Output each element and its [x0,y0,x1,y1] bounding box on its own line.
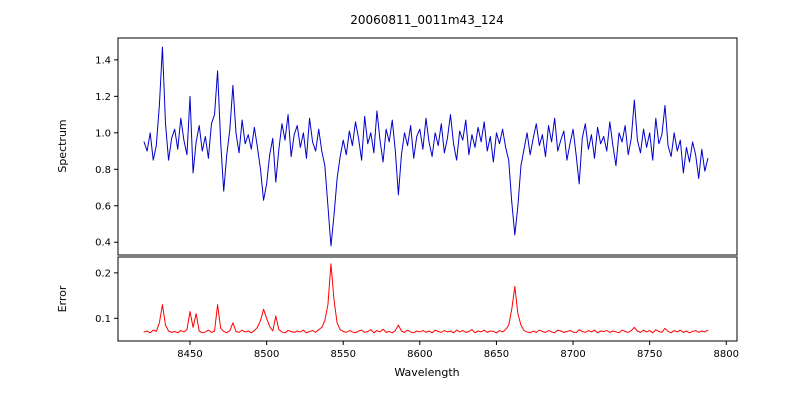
error-axis-label: Error [56,285,69,312]
chart-title: 20060811_0011m43_124 [350,13,503,27]
x-tick-label: 8550 [331,349,356,360]
x-tick-label: 8500 [254,349,279,360]
error-y-tick-label: 0.1 [95,314,111,325]
spectrum-y-tick-label: 1.0 [95,128,111,139]
spectrum-panel-frame [117,37,738,256]
x-tick-label: 8750 [637,349,662,360]
x-axis-label: Wavelength [394,366,459,379]
error-y-tick-label: 0.2 [95,268,111,279]
x-tick-label: 8700 [560,349,585,360]
x-tick-label: 8800 [714,349,739,360]
spectrum-y-tick-label: 0.6 [95,201,111,212]
x-tick-label: 8600 [407,349,432,360]
spectrum-y-tick-label: 0.8 [95,165,111,176]
spectrum-y-tick-label: 0.4 [95,238,111,249]
dynamic-layer: 0.4 0.6 0.8 1.0 1.2 1.4 0.1 0.2 8450 8500 8550 8600… [95,46,739,360]
error-panel-frame [117,256,738,342]
spectrum-axis-label: Spectrum [56,119,69,172]
spectrum-series-line [143,46,709,247]
x-tick-label: 8450 [177,349,202,360]
spectrum-y-tick-label: 1.2 [95,92,111,103]
error-series-line [143,263,709,334]
x-tick-label: 8650 [484,349,509,360]
spectrum-y-tick-label: 1.4 [95,55,111,66]
